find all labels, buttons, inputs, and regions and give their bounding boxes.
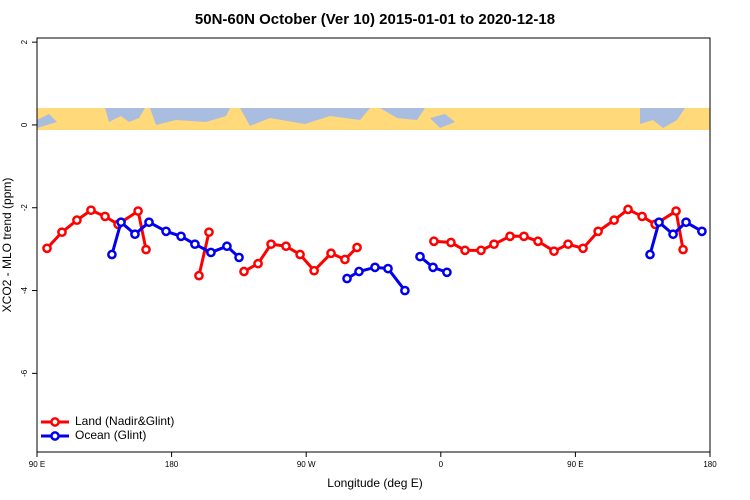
point (428, 262, 438, 273)
point (176, 231, 186, 242)
point (204, 227, 214, 238)
point (593, 226, 603, 237)
y-axis-label: XCO2 - MLO trend (ppm) (0, 178, 14, 313)
point (429, 236, 439, 247)
point (342, 273, 352, 284)
point (239, 266, 249, 277)
point (295, 249, 305, 260)
point (533, 236, 543, 247)
point (107, 249, 117, 260)
point (100, 211, 110, 222)
point (460, 245, 470, 256)
legend-label: Land (Nadir&Glint) (75, 414, 174, 428)
point (340, 254, 350, 265)
y-tick-label: -6 (20, 369, 29, 377)
x-tick-label: 180 (703, 460, 717, 469)
point (253, 258, 263, 269)
point (383, 263, 393, 274)
point (645, 249, 655, 260)
x-tick-label: 90 W (297, 460, 316, 469)
point (352, 242, 362, 253)
point (72, 215, 82, 226)
x-axis-label: Longitude (deg E) (327, 476, 422, 490)
point (281, 241, 291, 252)
legend-marker (50, 431, 60, 441)
series-line (110, 219, 703, 292)
legend-label: Ocean (Glint) (75, 428, 146, 442)
point (206, 247, 216, 258)
plot-frame (36, 37, 711, 453)
point (489, 239, 499, 250)
point (637, 211, 647, 222)
point (326, 248, 336, 259)
point (354, 266, 364, 277)
point (623, 204, 633, 215)
x-tick-label: 180 (165, 460, 179, 469)
y-tick-label: -4 (20, 286, 29, 294)
point (476, 245, 486, 256)
point (141, 244, 151, 255)
legend-marker (50, 417, 60, 427)
point (309, 265, 319, 276)
x-tick-label: 90 E (29, 460, 45, 469)
point (266, 239, 276, 250)
point (415, 251, 425, 262)
chart-title: 50N-60N October (Ver 10) 2015-01-01 to 2… (195, 11, 555, 28)
point (442, 267, 452, 278)
point (654, 217, 664, 228)
point (609, 215, 619, 226)
point (116, 217, 126, 228)
point (86, 205, 96, 216)
point (161, 226, 171, 237)
point (57, 227, 67, 238)
point (681, 217, 691, 228)
x-tick-label: 0 (439, 460, 444, 469)
point (42, 243, 52, 254)
point (668, 229, 678, 240)
point (190, 239, 200, 250)
y-tick-label: 0 (20, 122, 29, 127)
map-band (37, 108, 710, 130)
point (130, 229, 140, 240)
x-tick-label: 90 E (567, 460, 583, 469)
point (519, 231, 529, 242)
point (549, 246, 559, 257)
point (370, 262, 380, 273)
point (563, 239, 573, 250)
point (678, 244, 688, 255)
point (144, 217, 154, 228)
point (222, 241, 232, 252)
y-tick-label: -2 (20, 204, 29, 212)
point (133, 206, 143, 216)
point (697, 226, 707, 237)
series-line (45, 207, 685, 276)
point (400, 285, 410, 296)
y-tick-label: 2 (20, 39, 29, 44)
point (234, 252, 244, 263)
point (578, 243, 588, 254)
point (671, 206, 681, 216)
point (194, 270, 204, 281)
point (446, 237, 456, 248)
point (505, 231, 515, 242)
